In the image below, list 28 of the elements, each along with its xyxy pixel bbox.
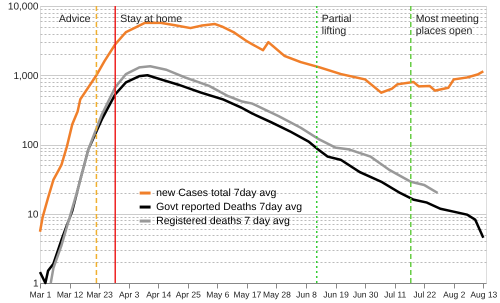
ref-line-label: Partial lifting: [322, 13, 352, 37]
x-tick-label: Jul 22: [413, 290, 436, 300]
ref-line-label: Advice: [58, 13, 91, 25]
x-tick-label: Jul 11: [384, 290, 406, 300]
y-tick-label: 1,000: [13, 70, 39, 82]
x-tick-label: Aug 13: [470, 290, 498, 300]
x-tick-label: Jun 30: [352, 290, 379, 300]
y-tick-label: 10,000: [8, 2, 39, 12]
x-tick-label: May 6: [206, 290, 230, 300]
x-tick-label: Mar 1: [30, 290, 52, 300]
x-tick-label: Apr 14: [146, 290, 172, 300]
y-tick-label: 100: [22, 140, 39, 151]
ref-line-label: Most meeting places open: [416, 13, 479, 37]
x-tick-label: May 17: [233, 290, 262, 300]
x-tick-label: Mar 23: [86, 290, 114, 300]
line-series: [49, 64, 439, 284]
x-tick-label: Apr 25: [176, 290, 202, 300]
x-tick-label: Jun 19: [323, 290, 350, 300]
x-tick-label: Aug 2: [443, 290, 466, 300]
x-tick-label: Apr 3: [119, 290, 140, 300]
x-tick-label: Jun 8: [296, 290, 318, 300]
legend-label: Govt reported Deaths 7day avg: [156, 201, 302, 214]
x-tick-label: May 28: [262, 290, 292, 300]
legend-label: Registered deaths 7 day avg: [156, 215, 290, 228]
legend-label: new Cases total 7day avg: [156, 187, 277, 200]
y-tick-label: 1: [32, 278, 39, 290]
y-tick-label: 10: [27, 209, 39, 220]
x-tick-label: Mar 12: [56, 290, 84, 300]
